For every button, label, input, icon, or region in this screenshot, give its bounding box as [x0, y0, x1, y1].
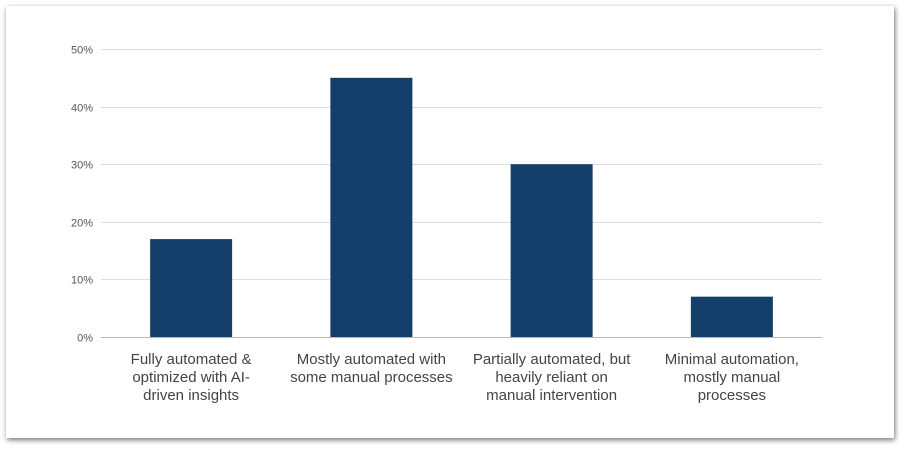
bars [150, 77, 773, 338]
bar [510, 164, 593, 337]
y-tick-label: 30% [71, 160, 93, 172]
bar [330, 77, 413, 338]
x-axis-categories: Fully automated & optimized with AI-drive… [131, 351, 799, 404]
x-category-label: Fully automated & optimized with AI-drive… [131, 351, 252, 404]
x-category-label: Minimal automation, mostly manual processe… [665, 351, 799, 404]
y-tick-label: 50% [71, 45, 93, 57]
y-tick-label: 40% [71, 103, 93, 115]
x-category-label: Mostly automated with some manual process… [290, 351, 453, 386]
y-tick-label: 10% [71, 275, 93, 287]
x-category-label: Partially automated, but heavily reliant … [473, 351, 631, 404]
y-axis-ticks: 0% 10% 20% 30% 40% 50% [71, 45, 93, 345]
y-tick-label: 20% [71, 218, 93, 230]
bar [690, 296, 773, 337]
y-tick-label: 0% [77, 333, 93, 345]
bar [150, 239, 233, 337]
